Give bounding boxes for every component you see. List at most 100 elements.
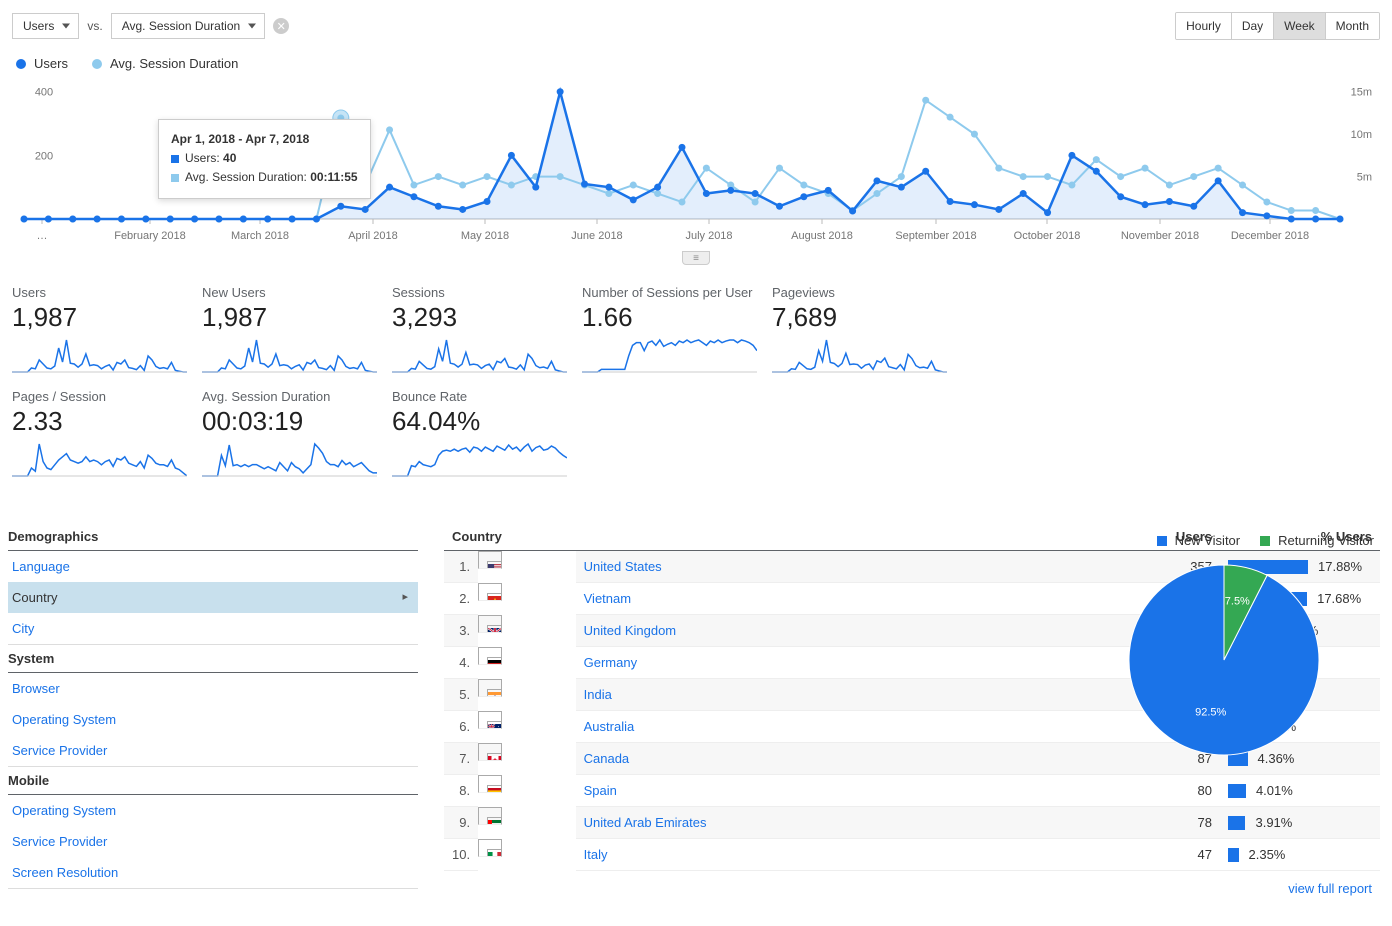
country-link[interactable]: Vietnam [584, 591, 631, 606]
country-link[interactable]: United States [584, 559, 662, 574]
scorecard[interactable]: Pageviews 7,689 [772, 285, 962, 389]
flag-icon [478, 551, 502, 569]
row-rank: 3. [444, 615, 478, 647]
country-name: Spain [576, 775, 1140, 807]
scorecard-value: 2.33 [12, 406, 186, 437]
chart-tooltip: Apr 1, 2018 - Apr 7, 2018 Users: 40Avg. … [158, 119, 371, 199]
country-link[interactable]: United Arab Emirates [584, 815, 707, 830]
row-rank: 5. [444, 679, 478, 711]
vs-label: vs. [87, 19, 102, 33]
country-name: Australia [576, 711, 1140, 743]
metric-selectors: Users vs. Avg. Session Duration ✕ [12, 13, 289, 39]
country-link[interactable]: Italy [584, 847, 608, 862]
svg-text:October 2018: October 2018 [1014, 230, 1081, 242]
svg-text:April 2018: April 2018 [348, 230, 398, 242]
scorecard[interactable]: Pages / Session 2.33 [12, 389, 202, 493]
svg-text:200: 200 [35, 150, 53, 162]
row-rank: 6. [444, 711, 478, 743]
pct-cell: 3.91% [1220, 807, 1380, 839]
pct-cell: 4.01% [1220, 775, 1380, 807]
granularity-month[interactable]: Month [1325, 13, 1379, 39]
dim-header: System [8, 645, 418, 673]
table-row[interactable]: 9. United Arab Emirates 78 3.91% [444, 807, 1380, 839]
scorecard-label: Pages / Session [12, 389, 186, 404]
flag-icon [478, 679, 502, 697]
country-link[interactable]: Canada [584, 751, 630, 766]
row-rank: 9. [444, 807, 478, 839]
row-rank: 10. [444, 839, 478, 871]
flag-icon [478, 647, 502, 665]
country-link[interactable]: India [584, 687, 612, 702]
svg-text:November 2018: November 2018 [1121, 230, 1199, 242]
scorecard-label: Users [12, 285, 186, 300]
country-name: Germany [576, 647, 1140, 679]
svg-text:…: … [37, 230, 48, 242]
scorecard-value: 1,987 [202, 302, 376, 333]
country-link[interactable]: Australia [584, 719, 635, 734]
metric2-dropdown[interactable]: Avg. Session Duration [111, 13, 266, 39]
flag-icon [478, 839, 502, 857]
dim-link-country[interactable]: Country [8, 582, 418, 613]
pie-legend-item: Returning Visitor [1260, 533, 1374, 548]
table-row[interactable]: 10. Italy 47 2.35% [444, 839, 1380, 871]
row-rank: 7. [444, 743, 478, 775]
svg-text:May 2018: May 2018 [461, 230, 509, 242]
svg-text:June 2018: June 2018 [571, 230, 622, 242]
chart-resize-handle[interactable]: ≡ [682, 251, 710, 265]
users-cell: 47 [1140, 839, 1220, 871]
dim-header: Demographics [8, 523, 418, 551]
country-link[interactable]: Germany [584, 655, 637, 670]
svg-text:10m: 10m [1351, 129, 1372, 141]
metric1-dropdown[interactable]: Users [12, 13, 79, 39]
row-rank: 8. [444, 775, 478, 807]
chart-legend: UsersAvg. Session Duration [0, 48, 1392, 79]
dim-link-city[interactable]: City [8, 613, 418, 644]
svg-text:92.5%: 92.5% [1195, 706, 1226, 718]
granularity-hourly[interactable]: Hourly [1176, 13, 1231, 39]
dim-link-browser[interactable]: Browser [8, 673, 418, 704]
scorecard-label: Avg. Session Duration [202, 389, 376, 404]
top-controls: Users vs. Avg. Session Duration ✕ Hourly… [0, 0, 1392, 48]
flag-icon [478, 711, 502, 729]
scorecard-label: Sessions [392, 285, 566, 300]
country-link[interactable]: United Kingdom [584, 623, 677, 638]
granularity-week[interactable]: Week [1273, 13, 1324, 39]
dim-link-screen-resolution[interactable]: Screen Resolution [8, 857, 418, 888]
users-cell: 78 [1140, 807, 1220, 839]
dim-link-operating-system[interactable]: Operating System [8, 704, 418, 735]
scorecard-label: Bounce Rate [392, 389, 566, 404]
scorecards: Users 1,987 New Users 1,987 Sessions 3,2… [0, 265, 1392, 493]
scorecard[interactable]: Sessions 3,293 [392, 285, 582, 389]
scorecard[interactable]: Users 1,987 [12, 285, 202, 389]
scorecard-value: 1.66 [582, 302, 756, 333]
scorecard-value: 3,293 [392, 302, 566, 333]
dim-link-service-provider[interactable]: Service Provider [8, 826, 418, 857]
granularity-toggle: HourlyDayWeekMonth [1175, 12, 1380, 40]
dim-link-language[interactable]: Language [8, 551, 418, 582]
table-row[interactable]: 8. Spain 80 4.01% [444, 775, 1380, 807]
pct-cell: 2.35% [1220, 839, 1380, 871]
scorecard[interactable]: Number of Sessions per User 1.66 [582, 285, 772, 389]
svg-text:7.5%: 7.5% [1225, 596, 1250, 608]
scorecard-label: Pageviews [772, 285, 946, 300]
scorecard[interactable]: New Users 1,987 [202, 285, 392, 389]
svg-text:5m: 5m [1357, 172, 1372, 184]
users-cell: 80 [1140, 775, 1220, 807]
svg-text:December 2018: December 2018 [1231, 230, 1309, 242]
dim-link-service-provider[interactable]: Service Provider [8, 735, 418, 766]
pie-area: New VisitorReturning Visitor 7.5%92.5% [1074, 533, 1374, 760]
granularity-day[interactable]: Day [1231, 13, 1273, 39]
pie-chart[interactable]: 7.5% 92.5% [1124, 560, 1324, 760]
scorecard[interactable]: Avg. Session Duration 00:03:19 [202, 389, 392, 493]
view-full-report-link[interactable]: view full report [1288, 881, 1372, 896]
dimension-panel: DemographicsLanguageCountryCitySystemBro… [8, 523, 418, 906]
country-link[interactable]: Spain [584, 783, 617, 798]
clear-comparison-icon[interactable]: ✕ [273, 18, 289, 34]
country-name: United Kingdom [576, 615, 1140, 647]
scorecard[interactable]: Bounce Rate 64.04% [392, 389, 582, 493]
dim-link-operating-system[interactable]: Operating System [8, 795, 418, 826]
country-name: United States [576, 551, 1140, 583]
th-country[interactable]: Country [444, 523, 1140, 551]
country-name: United Arab Emirates [576, 807, 1140, 839]
dim-header: Mobile [8, 767, 418, 795]
